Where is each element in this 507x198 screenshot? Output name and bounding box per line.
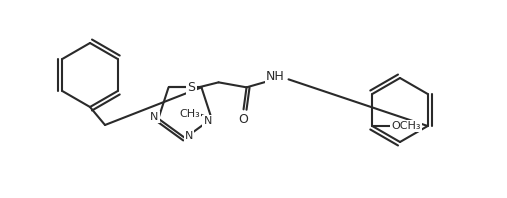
Text: CH₃: CH₃	[179, 109, 200, 119]
Text: S: S	[188, 81, 196, 94]
Text: N: N	[150, 112, 159, 122]
Text: N: N	[185, 131, 193, 141]
Text: OCH₃: OCH₃	[391, 121, 421, 131]
Text: NH: NH	[266, 70, 285, 83]
Text: N: N	[203, 116, 212, 126]
Text: O: O	[239, 113, 248, 126]
